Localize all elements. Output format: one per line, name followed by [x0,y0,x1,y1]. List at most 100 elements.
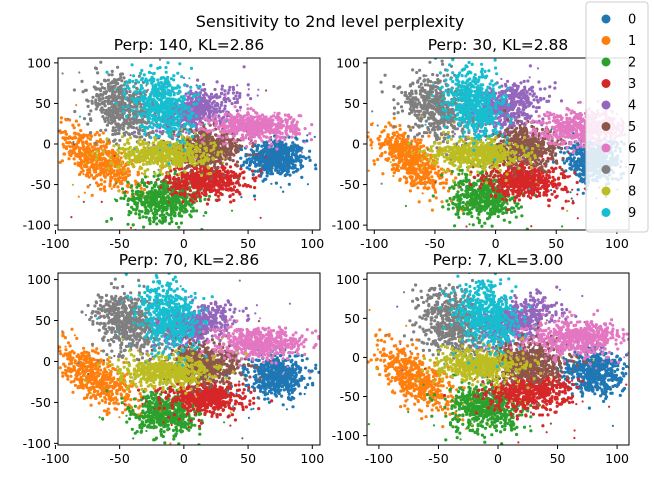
scatter-point [205,175,209,180]
scatter-point [249,119,253,123]
scatter-point [306,183,309,186]
scatter-point [295,137,299,141]
scatter-point [259,149,263,153]
scatter-point [249,126,253,130]
scatter-point [142,153,146,157]
scatter-point [131,192,135,196]
scatter-point [122,87,126,91]
scatter-point [156,185,160,189]
scatter-point [215,122,219,126]
scatter-point [291,170,296,174]
scatter-point [202,93,206,97]
scatter-point [86,104,90,108]
scatter-point [297,146,301,150]
scatter-point [278,140,282,144]
scatter-point [58,130,61,133]
scatter-point [253,140,257,144]
scatter-point [254,132,257,135]
scatter-point [78,146,83,150]
scatter-point [218,116,222,120]
scatter-point [61,142,65,146]
scatter-point [116,185,120,189]
scatter-point [59,120,63,124]
scatter-point [78,172,82,177]
scatter-point [185,135,190,139]
scatter-point [82,200,85,203]
scatter-point [256,126,261,130]
scatter-point [67,157,71,161]
scatter-point [184,202,188,207]
scatter-point [184,110,188,114]
scatter-point [226,91,230,95]
scatter-point [297,128,301,132]
scatter-point [81,144,85,148]
scatter-point [108,155,112,159]
scatter-point [107,169,111,173]
scatter-point [279,143,283,147]
scatter-point [247,116,250,119]
scatter-point [74,119,78,123]
scatter-point [121,126,125,131]
scatter-point [151,142,154,145]
scatter-point [78,71,81,74]
scatter-point [232,153,236,157]
scatter-point [248,135,252,139]
scatter-point [140,210,144,214]
scatter-point [290,120,295,124]
scatter-point [138,216,142,220]
scatter-point [131,151,135,155]
scatter-point [87,112,91,116]
scatter-point [127,154,131,158]
scatter-point [161,181,165,186]
scatter-point [43,120,46,123]
scatter-point [86,136,90,140]
scatter-point [39,169,41,171]
scatter-point [233,101,238,105]
scatter-point [90,154,94,158]
scatter-point [255,115,259,119]
scatter-point [253,198,257,201]
scatter-point [131,120,135,124]
scatter-point [297,159,301,163]
scatter-point [209,171,213,176]
scatter-point [225,170,229,174]
scatter-point [209,161,213,165]
scatter-point [105,70,109,74]
scatter-point [217,198,221,202]
scatter-point [251,144,255,148]
scatter-point [313,163,318,167]
scatter-point [112,159,116,163]
scatter-point [307,155,311,159]
scatter-point [202,133,206,137]
scatter-point [266,127,269,130]
scatter-point [117,107,121,111]
scatter-point [217,95,221,99]
scatter-point [214,173,218,177]
scatter-point [313,135,316,138]
scatter-point [236,84,239,87]
scatter-point [122,149,126,153]
scatter-point [242,170,246,174]
scatter-point [214,133,218,137]
scatter-point [122,169,126,173]
scatter-point [339,138,341,140]
scatter-point [137,131,141,135]
scatter-point [201,161,205,166]
scatter-point [119,147,123,151]
scatter-point [262,134,266,138]
scatter-point [207,137,211,141]
scatter-point [170,185,174,189]
scatter-point [295,120,299,124]
scatter-point [280,166,284,170]
scatter-point [119,196,123,200]
scatter-point [143,158,147,162]
scatter-point [253,186,257,190]
scatter-point [218,106,222,110]
scatter-point [295,167,300,172]
scatter-point [72,149,76,153]
scatter-point [105,109,109,113]
scatter-point [140,178,144,182]
scatter-point [82,117,87,121]
scatter-point [131,198,135,203]
scatter-point [283,137,287,142]
